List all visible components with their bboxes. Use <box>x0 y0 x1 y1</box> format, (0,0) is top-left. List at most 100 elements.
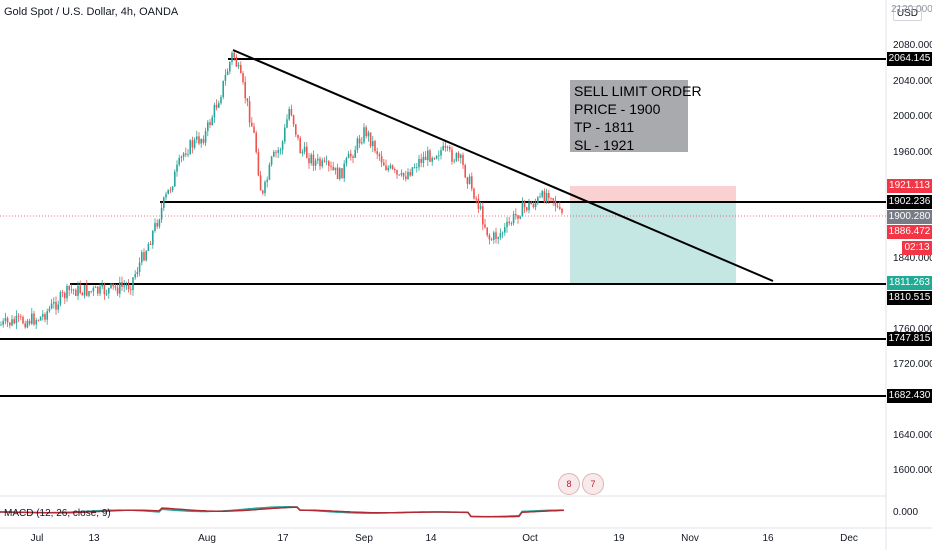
candle-body <box>270 156 273 165</box>
take-profit-zone[interactable] <box>570 203 736 284</box>
time-tick: 16 <box>762 533 774 544</box>
candle-body <box>279 149 282 151</box>
candle-body <box>251 122 253 127</box>
price-tick: 1840.000 <box>893 253 932 264</box>
time-tick: 19 <box>613 533 625 544</box>
candle-body <box>482 206 484 225</box>
candle-body <box>193 139 196 148</box>
stop-loss-zone[interactable] <box>570 186 736 203</box>
candle-body <box>394 168 396 171</box>
candle-body <box>310 154 312 164</box>
candle-body <box>550 198 552 199</box>
candlestick-series <box>0 51 563 330</box>
candle-body <box>42 314 44 317</box>
candle-body <box>378 154 381 157</box>
candle-body <box>543 191 546 203</box>
us-flag-icon[interactable]: 8 <box>558 473 580 495</box>
candle-body <box>545 193 548 203</box>
candle-body <box>103 284 106 295</box>
candle-body <box>541 191 543 197</box>
candle-body <box>147 243 150 252</box>
price-tag: 2064.145 <box>887 52 932 66</box>
candle-body <box>376 151 378 155</box>
candle-body <box>46 311 48 320</box>
candle-body <box>356 138 359 150</box>
candle-body <box>48 308 51 312</box>
candle-body <box>169 189 172 191</box>
candle-body <box>77 285 79 296</box>
price-tag: 1682.430 <box>887 389 932 403</box>
candle-body <box>508 221 510 224</box>
candle-body <box>215 104 218 108</box>
candle-body <box>303 146 306 152</box>
candle-body <box>510 223 513 224</box>
candle-body <box>163 197 165 208</box>
candle-body <box>295 124 297 135</box>
candle-body <box>132 277 134 291</box>
candle-body <box>165 194 167 198</box>
candle-body <box>174 171 176 187</box>
candle-body <box>332 166 334 171</box>
candle-body <box>317 158 319 161</box>
time-tick: Dec <box>840 533 858 544</box>
candle-body <box>440 150 442 156</box>
candle-body <box>209 122 211 126</box>
price-tick: 1960.000 <box>893 147 932 158</box>
candle-body <box>53 301 55 304</box>
candle-body <box>240 65 242 74</box>
candle-body <box>292 115 295 125</box>
candle-body <box>559 206 561 209</box>
candle-body <box>517 215 519 219</box>
candle-body <box>92 287 95 292</box>
candle-body <box>196 136 198 140</box>
candle-body <box>116 287 119 294</box>
candle-body <box>336 167 339 179</box>
candle-body <box>523 202 526 208</box>
candle-body <box>407 172 409 179</box>
candle-body <box>418 158 420 168</box>
candle-body <box>15 315 18 324</box>
macd-label[interactable]: MACD (12, 26, close, 9) <box>4 508 111 519</box>
candle-body <box>321 160 323 167</box>
candle-body <box>55 301 57 310</box>
us-flag-icon[interactable]: 7 <box>582 473 604 495</box>
candle-body <box>152 230 154 245</box>
candle-body <box>264 181 266 194</box>
candle-body <box>182 153 185 157</box>
price-tick-top: 2120.000 <box>891 4 932 15</box>
candle-body <box>119 282 121 294</box>
candle-body <box>561 208 563 213</box>
candle-body <box>11 319 13 326</box>
candle-body <box>284 127 286 142</box>
candle-body <box>138 262 141 272</box>
candle-body <box>325 161 328 163</box>
candle-body <box>200 139 202 144</box>
candle-body <box>90 291 92 292</box>
candle-body <box>187 153 189 155</box>
candle-body <box>427 150 429 161</box>
candle-body <box>400 172 403 175</box>
candle-body <box>185 153 187 155</box>
candle-body <box>398 174 400 176</box>
candle-body <box>495 232 497 239</box>
candle-body <box>242 73 244 83</box>
candle-body <box>479 206 482 209</box>
candle-body <box>537 197 539 203</box>
candle-body <box>275 151 277 153</box>
candle-body <box>262 190 264 194</box>
currency-badge[interactable]: USD <box>892 6 922 21</box>
candle-body <box>521 202 524 217</box>
candle-body <box>61 292 64 294</box>
candle-body <box>506 221 508 228</box>
candle-body <box>451 149 453 162</box>
trendline[interactable] <box>232 49 774 282</box>
candle-body <box>145 251 147 261</box>
candle-body <box>176 164 178 172</box>
candle-body <box>526 207 528 211</box>
candle-body <box>277 150 279 153</box>
trade-note[interactable]: SELL LIMIT ORDER PRICE - 1900 TP - 1811 … <box>570 80 702 153</box>
candle-body <box>37 320 40 321</box>
candle-body <box>288 108 290 120</box>
candle-body <box>244 82 246 99</box>
